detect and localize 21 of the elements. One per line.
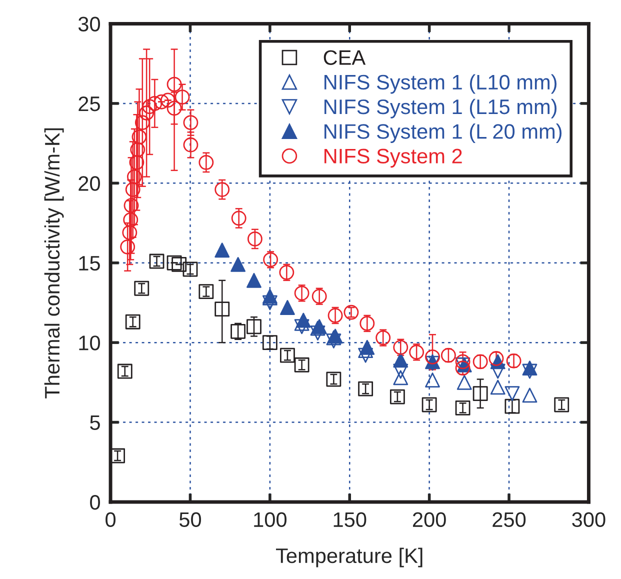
- legend-label: NIFS System 2: [324, 148, 462, 168]
- legend-label: CEA: [324, 50, 366, 65]
- x-tick-label: 300: [572, 512, 606, 528]
- x-tick-label: 200: [412, 512, 446, 528]
- y-tick-label: 30: [78, 16, 100, 32]
- y-tick-label: 5: [90, 416, 100, 430]
- x-tick-label: 250: [492, 512, 526, 528]
- x-tick-label: 50: [179, 512, 202, 528]
- y-axis-title: Thermal conductivity [W/m-K]: [44, 128, 64, 398]
- legend-label: NIFS System 1 (L 20 mm): [324, 124, 562, 143]
- y-tick-label: 0: [90, 494, 100, 510]
- y-tick-label: 10: [79, 336, 100, 350]
- x-tick-label: 100: [254, 512, 286, 528]
- x-axis-title: Temperature [K]: [276, 548, 422, 568]
- legend-label: NIFS System 1 (L10 mm): [324, 74, 556, 94]
- x-tick-label: 0: [106, 512, 116, 528]
- y-tick-label: 25: [78, 96, 100, 112]
- x-tick-label: 150: [334, 512, 366, 528]
- legend-label: NIFS System 1 (L15 mm): [324, 98, 556, 118]
- y-tick-label: 15: [79, 256, 100, 271]
- y-tick-label: 20: [78, 176, 100, 191]
